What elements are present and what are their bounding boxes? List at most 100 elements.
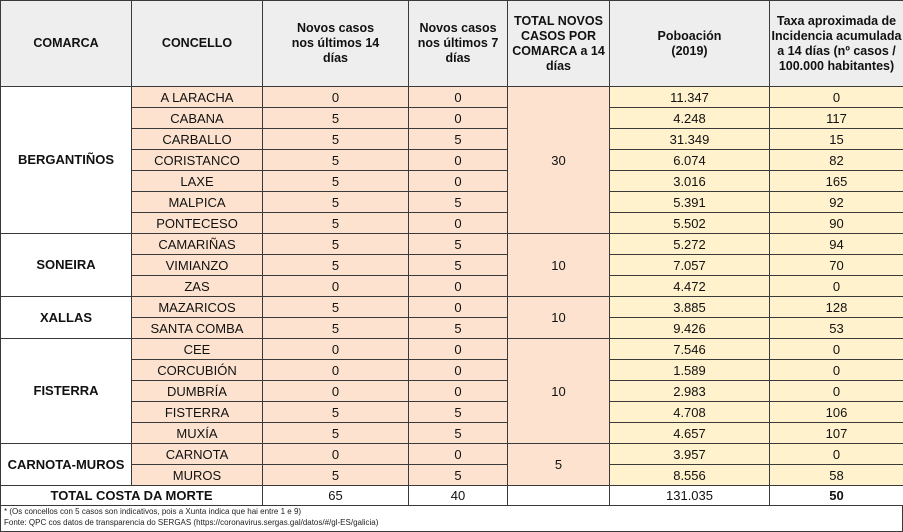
poboacion-cell: 5.272: [609, 233, 770, 255]
footnotes: * (Os concellos con 5 casos son indicati…: [0, 506, 903, 532]
header-novos-14: Novos casos nos últimos 14 días: [262, 0, 409, 87]
concello-cell: CORISTANCO: [131, 149, 263, 171]
taxa-cell: 0: [769, 338, 903, 360]
novos-14-cell: 0: [262, 86, 409, 108]
novos-14-cell: 0: [262, 380, 409, 402]
novos-7-cell: 5: [408, 233, 508, 255]
total-label: TOTAL COSTA DA MORTE: [0, 485, 263, 506]
comarca-cell: XALLAS: [0, 296, 132, 339]
poboacion-cell: 11.347: [609, 86, 770, 108]
novos-14-cell: 5: [262, 317, 409, 339]
incidence-table: COMARCA CONCELLO Novos casos nos últimos…: [0, 0, 903, 506]
table-row: BERGANTIÑOS A LARACHA 0 0 30 11.347 0: [0, 86, 903, 234]
poboacion-cell: 1.589: [609, 359, 770, 381]
novos-14-cell: 5: [262, 149, 409, 171]
novos-7-cell: 0: [408, 380, 508, 402]
novos-14-cell: 5: [262, 422, 409, 444]
header-novos-7: Novos casos nos últimos 7 días: [408, 0, 508, 87]
poboacion-cell: 6.074: [609, 149, 770, 171]
novos-7-cell: 0: [408, 359, 508, 381]
concello-cell: CEE: [131, 338, 263, 360]
total-comarca-cell: 10: [507, 296, 610, 339]
poboacion-cell: 5.391: [609, 191, 770, 213]
novos-7-cell: 5: [408, 401, 508, 423]
table-body: BERGANTIÑOS A LARACHA 0 0 30 11.347 0 CABANA 5 0 4…: [0, 86, 903, 506]
total-poboacion: 131.035: [609, 485, 770, 506]
taxa-cell: 82: [769, 149, 903, 171]
taxa-cell: 70: [769, 254, 903, 276]
novos-7-cell: 0: [408, 338, 508, 360]
poboacion-cell: 8.556: [609, 464, 770, 486]
comarca-cell: FISTERRA: [0, 338, 132, 444]
novos-14-cell: 5: [262, 212, 409, 234]
concello-cell: VIMIANZO: [131, 254, 263, 276]
concello-cell: MALPICA: [131, 191, 263, 213]
novos-7-cell: 0: [408, 296, 508, 318]
total-comarca-cell: 10: [507, 338, 610, 444]
taxa-cell: 128: [769, 296, 903, 318]
poboacion-cell: 7.546: [609, 338, 770, 360]
novos-7-cell: 0: [408, 149, 508, 171]
concello-cell: PONTECESO: [131, 212, 263, 234]
novos-7-cell: 5: [408, 254, 508, 276]
concello-cell: MUXÍA: [131, 422, 263, 444]
footnote-indicative: * (Os concellos con 5 casos son indicati…: [4, 507, 302, 516]
table-row: LAXE 5 0 3.016 165: [1, 170, 903, 192]
poboacion-cell: 7.057: [609, 254, 770, 276]
novos-7-cell: 0: [408, 212, 508, 234]
total-novos-14: 65: [262, 485, 409, 506]
total-comarca-blank: [507, 485, 610, 506]
novos-14-cell: 0: [262, 443, 409, 465]
table-row: XALLAS MAZARICOS 5 0 10 3.885 128: [0, 296, 903, 339]
novos-7-cell: 0: [408, 107, 508, 129]
novos-14-cell: 5: [262, 107, 409, 129]
poboacion-cell: 5.502: [609, 212, 770, 234]
header-total-comarca: TOTAL NOVOS CASOS POR COMARCA a 14 días: [507, 0, 610, 87]
header-poboacion: Poboación (2019): [609, 0, 770, 87]
total-comarca-cell: 10: [507, 233, 610, 297]
comarca-cell: BERGANTIÑOS: [0, 86, 132, 234]
novos-7-cell: 0: [408, 170, 508, 192]
header-comarca: COMARCA: [0, 0, 132, 87]
concello-cell: MAZARICOS: [131, 296, 263, 318]
header-row: COMARCA CONCELLO Novos casos nos últimos…: [0, 0, 903, 87]
poboacion-cell: 4.248: [609, 107, 770, 129]
concello-cell: FISTERRA: [131, 401, 263, 423]
novos-7-cell: 0: [408, 443, 508, 465]
novos-7-cell: 5: [408, 422, 508, 444]
table-row: SANTA COMBA 5 5 9.426 53: [1, 317, 903, 339]
taxa-cell: 0: [769, 380, 903, 402]
taxa-cell: 15: [769, 128, 903, 150]
table-row: ZAS 0 0 4.472 0: [1, 275, 903, 297]
taxa-cell: 0: [769, 443, 903, 465]
taxa-cell: 0: [769, 86, 903, 108]
total-comarca-cell: 30: [507, 86, 610, 234]
novos-14-cell: 0: [262, 359, 409, 381]
comarca-cell: CARNOTA-MUROS: [0, 443, 132, 486]
concello-cell: A LARACHA: [131, 86, 263, 108]
poboacion-cell: 4.657: [609, 422, 770, 444]
novos-7-cell: 5: [408, 128, 508, 150]
taxa-cell: 94: [769, 233, 903, 255]
concello-cell: LAXE: [131, 170, 263, 192]
concello-cell: CARBALLO: [131, 128, 263, 150]
taxa-cell: 53: [769, 317, 903, 339]
table-row: SONEIRA CAMARIÑAS 5 5 10 5.272 94: [0, 233, 903, 297]
poboacion-cell: 3.885: [609, 296, 770, 318]
novos-7-cell: 5: [408, 317, 508, 339]
poboacion-cell: 4.708: [609, 401, 770, 423]
concello-cell: CARNOTA: [131, 443, 263, 465]
poboacion-cell: 4.472: [609, 275, 770, 297]
taxa-cell: 117: [769, 107, 903, 129]
concello-cell: CORCUBIÓN: [131, 359, 263, 381]
concello-cell: DUMBRÍA: [131, 380, 263, 402]
table-row: PONTECESO 5 0 5.502 90: [1, 212, 903, 234]
novos-14-cell: 5: [262, 170, 409, 192]
taxa-cell: 0: [769, 275, 903, 297]
poboacion-cell: 9.426: [609, 317, 770, 339]
novos-14-cell: 0: [262, 338, 409, 360]
novos-14-cell: 5: [262, 464, 409, 486]
novos-14-cell: 0: [262, 275, 409, 297]
taxa-cell: 90: [769, 212, 903, 234]
table-row: CARNOTA-MUROS CARNOTA 0 0 5 3.957 0: [0, 443, 903, 486]
